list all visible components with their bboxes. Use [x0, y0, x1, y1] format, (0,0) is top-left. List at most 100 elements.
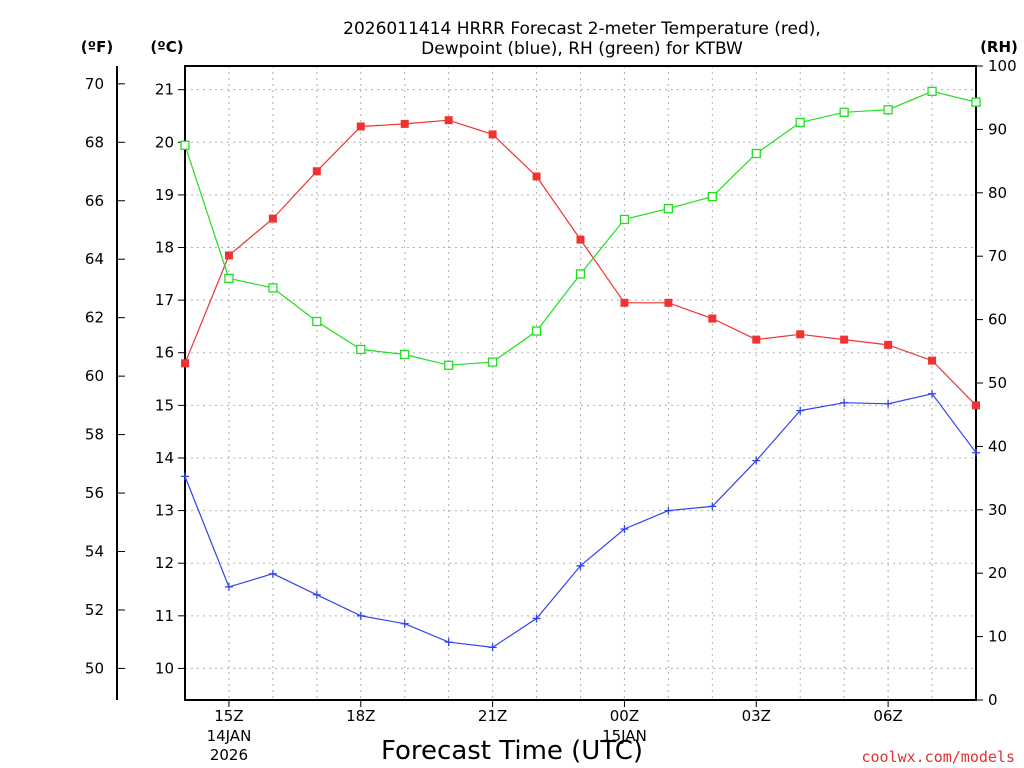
- dewpoint-point: [972, 448, 980, 457]
- celsius-tick-label: 13: [155, 502, 174, 520]
- dewpoint-point: [840, 398, 849, 407]
- dewpoint-point: [356, 611, 365, 620]
- dewpoint-point: [224, 582, 233, 591]
- rh-point: [180, 140, 190, 150]
- temperature-point: [752, 335, 761, 344]
- chart-title-line2: Dewpoint (blue), RH (green) for KTBW: [421, 39, 743, 59]
- rh-tick-label: 0: [988, 691, 998, 709]
- dewpoint-point: [664, 506, 673, 515]
- x-tick-label: 18Z: [346, 707, 375, 725]
- rh-point: [707, 191, 717, 202]
- temperature-point: [796, 330, 805, 339]
- rh-point: [751, 148, 761, 159]
- rh-point: [883, 105, 893, 115]
- dewpoint-point: [400, 619, 409, 628]
- dewpoint-point: [884, 399, 893, 408]
- celsius-tick-label: 15: [155, 396, 174, 414]
- fahrenheit-tick-label: 58: [85, 426, 104, 444]
- fahrenheit-tick-label: 62: [85, 309, 104, 327]
- rh-tick-label: 90: [988, 120, 1007, 138]
- temperature-point: [928, 356, 937, 365]
- dewpoint-point: [928, 389, 937, 398]
- celsius-tick-label: 11: [155, 607, 174, 625]
- rh-point: [839, 107, 849, 117]
- temperature-point: [972, 401, 980, 410]
- rh-point: [927, 86, 937, 97]
- temperature-point: [576, 235, 585, 244]
- dewpoint-line: [184, 393, 977, 649]
- dewpoint-point: [620, 525, 629, 534]
- temperature-point: [488, 130, 497, 139]
- rh-tick-label: 70: [988, 247, 1007, 265]
- x-tick-label: 03Z: [742, 707, 771, 725]
- rh-point: [575, 269, 586, 279]
- fahrenheit-tick-label: 54: [85, 543, 104, 561]
- rh-tick-label: 40: [988, 437, 1007, 455]
- temperature-point: [664, 298, 673, 307]
- celsius-tick-label: 14: [155, 449, 174, 467]
- dewpoint-point: [708, 502, 717, 511]
- temperature-point: [444, 116, 453, 125]
- temperature-point: [884, 340, 893, 349]
- x-tick-label: 21Z: [478, 707, 507, 725]
- dewpoint-point: [181, 472, 189, 481]
- rh-point: [619, 214, 630, 225]
- temperature-point: [532, 172, 541, 181]
- temperature-point: [400, 119, 409, 128]
- rh-tick-label: 100: [988, 57, 1017, 75]
- dewpoint-point: [268, 569, 277, 578]
- axis-layer: 10 11 12 13 14 15 16 17 18 19 20 21 50 52 54 56 58 60 62 64…: [85, 57, 1017, 764]
- rh-point: [356, 344, 366, 355]
- x-tick-label: 00Z: [610, 707, 639, 725]
- temperature-point: [224, 251, 233, 260]
- credit-text: coolwx.com/models: [861, 748, 1015, 766]
- temperature-point: [708, 314, 717, 323]
- x-tick-date: 14JAN: [207, 727, 252, 745]
- rh-point: [224, 273, 234, 284]
- celsius-unit-label: (ºC): [150, 38, 183, 56]
- temperature-point: [840, 335, 849, 344]
- rh-tick-label: 50: [988, 374, 1007, 392]
- fahrenheit-tick-label: 68: [85, 133, 104, 151]
- rh-unit-label: (RH): [980, 38, 1018, 56]
- fahrenheit-tick-label: 64: [85, 250, 104, 268]
- dewpoint-point: [488, 643, 497, 652]
- dewpoint-point: [532, 614, 541, 623]
- rh-tick-label: 30: [988, 501, 1007, 519]
- rh-point: [312, 316, 322, 327]
- temperature-point: [312, 167, 321, 176]
- celsius-tick-label: 10: [155, 659, 174, 677]
- fahrenheit-tick-label: 56: [85, 484, 104, 502]
- x-tick-label: 15Z: [214, 707, 243, 725]
- celsius-tick-label: 21: [155, 81, 174, 99]
- fahrenheit-tick-label: 52: [85, 601, 104, 619]
- rh-point: [268, 283, 278, 293]
- rh-tick-label: 80: [988, 184, 1007, 202]
- dewpoint-point: [576, 561, 585, 570]
- rh-point: [795, 117, 805, 128]
- x-tick-date: 15JAN: [602, 727, 647, 745]
- x-axis-title: Forecast Time (UTC): [381, 736, 643, 766]
- temperature-point: [181, 359, 189, 368]
- fahrenheit-tick-label: 70: [85, 75, 104, 93]
- dewpoint-point: [312, 590, 321, 599]
- rh-point: [444, 360, 454, 370]
- grid-layer: [185, 66, 976, 700]
- fahrenheit-tick-label: 66: [85, 192, 104, 210]
- rh-tick-label: 10: [988, 628, 1007, 646]
- fahrenheit-unit-label: (ºF): [81, 38, 113, 56]
- rh-point: [971, 97, 981, 107]
- temperature-point: [268, 214, 277, 223]
- dewpoint-point: [444, 638, 453, 647]
- dewpoint-point: [752, 456, 761, 465]
- temperature-point: [356, 122, 365, 131]
- celsius-tick-label: 16: [155, 344, 174, 362]
- celsius-tick-label: 12: [155, 554, 174, 572]
- rh-tick-label: 60: [988, 311, 1007, 329]
- rh-tick-label: 20: [988, 564, 1007, 582]
- rh-point: [531, 326, 542, 336]
- celsius-tick-label: 20: [155, 133, 174, 151]
- celsius-tick-label: 17: [155, 291, 174, 309]
- celsius-tick-label: 18: [155, 239, 174, 257]
